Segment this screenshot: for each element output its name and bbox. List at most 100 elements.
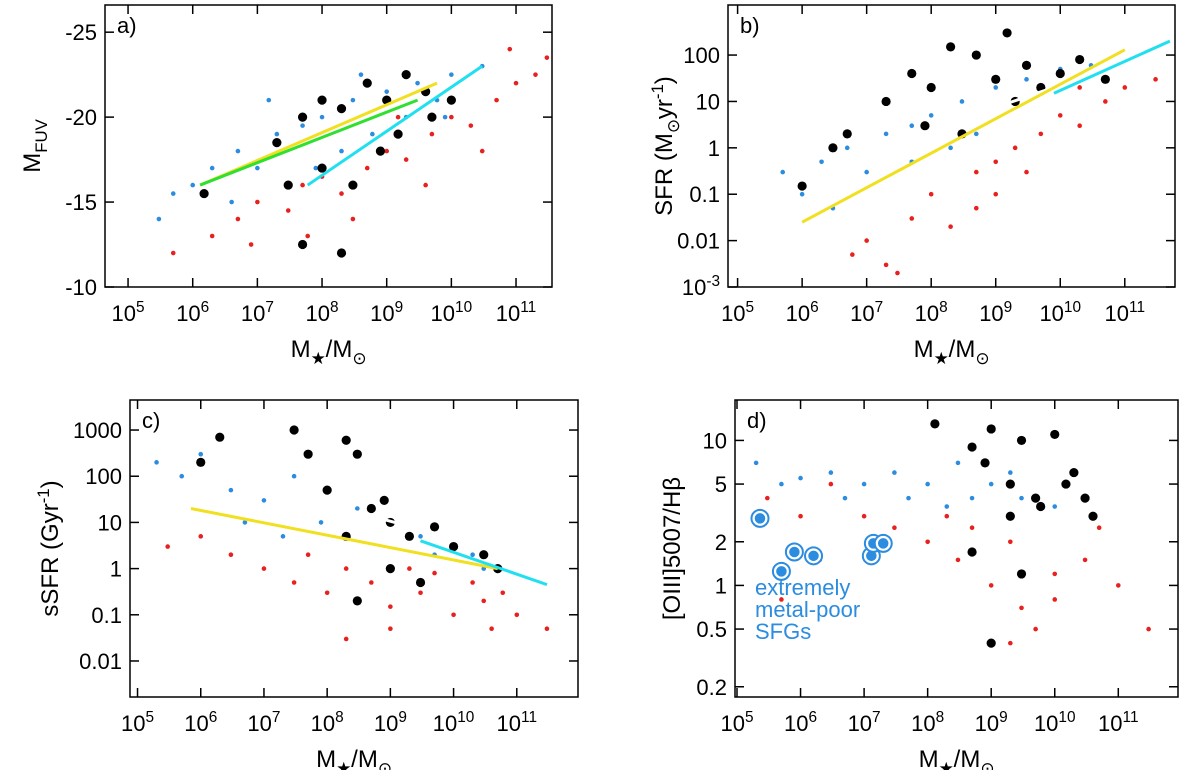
- note: SFGs: [755, 619, 811, 644]
- frame: [129, 399, 579, 698]
- panel: 105 106 107 108 109 1010 1011 10-3 0.01 0.1 1 10 100…: [648, 4, 1176, 368]
- point: [170, 191, 176, 196]
- panel-label: a): [117, 13, 137, 38]
- y-tick-label: 1000: [73, 418, 122, 443]
- point: [765, 495, 770, 501]
- x-tick-label: 1010: [1034, 709, 1076, 736]
- point: [266, 97, 272, 103]
- point: [779, 481, 784, 487]
- y-axis-label: SFR (M⊙yr-1): [648, 76, 683, 216]
- x-tick-label: 107: [848, 709, 881, 736]
- point: [291, 580, 297, 585]
- point: [980, 458, 990, 468]
- panel-label: d): [747, 408, 767, 433]
- point: [297, 239, 308, 250]
- point: [317, 163, 327, 173]
- frame: [104, 4, 553, 288]
- frame: [727, 4, 1176, 288]
- point: [1008, 640, 1013, 646]
- x-tick-label: 105: [112, 299, 145, 326]
- point: [350, 216, 356, 222]
- point: [909, 216, 915, 221]
- point: [317, 95, 327, 105]
- point: [906, 495, 911, 501]
- point: [261, 566, 267, 571]
- point: [343, 636, 349, 642]
- point: [429, 522, 440, 532]
- point: [533, 72, 538, 77]
- y-tick-label: -15: [65, 190, 97, 215]
- y-tick-label: -10: [65, 275, 97, 300]
- y-axis-label: sSFR (Gyr-1): [34, 480, 64, 616]
- fit-line: [801, 48, 1126, 224]
- ring-point: [786, 544, 803, 560]
- point: [864, 238, 869, 243]
- point: [1057, 113, 1063, 118]
- point: [959, 99, 965, 104]
- point: [385, 564, 395, 574]
- point: [209, 165, 215, 171]
- point: [861, 513, 867, 519]
- y-tick-label: 100: [683, 43, 720, 68]
- x-tick-label: 108: [311, 709, 344, 736]
- point: [336, 248, 347, 258]
- x-tick-label: 1010: [433, 709, 475, 736]
- point: [1077, 123, 1082, 129]
- point: [1115, 583, 1121, 588]
- point: [395, 114, 401, 120]
- point: [1088, 511, 1098, 521]
- x-tick-label: 1010: [431, 299, 473, 326]
- fit-line: [420, 539, 548, 587]
- panel-label: b): [740, 13, 760, 38]
- point: [352, 596, 362, 606]
- point: [228, 487, 234, 493]
- point: [235, 216, 241, 222]
- x-tick-label: 1011: [496, 299, 536, 326]
- point: [1052, 571, 1058, 577]
- ring-point: [773, 563, 790, 580]
- y-axis-label: [OIII]5007/Hβ: [659, 477, 686, 620]
- point: [291, 473, 297, 479]
- point: [944, 513, 950, 519]
- point: [797, 181, 807, 191]
- y-tick-label: 10: [696, 89, 720, 114]
- point: [850, 252, 855, 257]
- point: [1069, 467, 1079, 478]
- x-tick-label: 1011: [1105, 299, 1145, 326]
- point: [926, 82, 936, 93]
- point: [198, 451, 204, 457]
- point: [944, 504, 950, 509]
- point: [895, 270, 900, 276]
- y-tick-label: 100: [85, 464, 122, 489]
- x-tick-label: 107: [850, 299, 883, 326]
- x-axis-label: M★/M⊙: [291, 336, 367, 368]
- point: [448, 541, 459, 552]
- point: [973, 169, 979, 175]
- x-tick-label: 106: [784, 709, 817, 736]
- y-tick-label: 5: [715, 472, 727, 497]
- point: [1080, 493, 1090, 503]
- point: [343, 566, 349, 571]
- point: [1050, 429, 1060, 440]
- point: [384, 89, 390, 94]
- point: [1024, 77, 1029, 82]
- point: [967, 547, 977, 557]
- point: [930, 419, 940, 429]
- point: [1016, 435, 1027, 446]
- point: [341, 435, 351, 445]
- point: [988, 481, 994, 487]
- point: [300, 182, 305, 188]
- point: [198, 534, 204, 539]
- x-tick-label: 106: [176, 299, 209, 326]
- point: [1075, 54, 1085, 65]
- point: [366, 503, 376, 514]
- point: [1100, 74, 1110, 84]
- point: [1012, 145, 1018, 151]
- fit-line: [930, 63, 1120, 131]
- point: [1077, 85, 1082, 90]
- point: [928, 113, 934, 118]
- point: [967, 442, 977, 452]
- point: [861, 481, 867, 487]
- point: [1096, 525, 1102, 531]
